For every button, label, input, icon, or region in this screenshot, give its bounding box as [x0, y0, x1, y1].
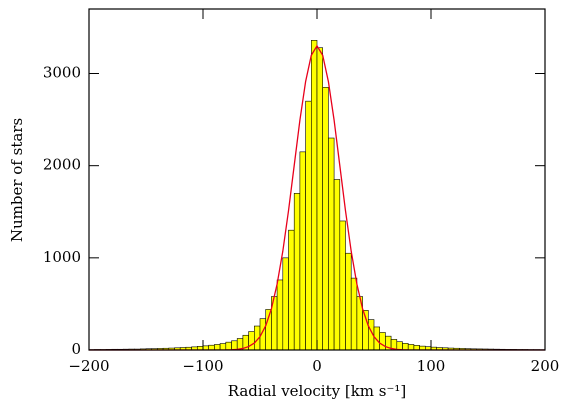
bar — [276, 279, 284, 351]
bar — [379, 332, 386, 351]
x-tick-label: 0 — [312, 357, 322, 375]
bar — [402, 343, 409, 351]
bar — [322, 87, 329, 351]
bar — [339, 220, 346, 351]
bar — [316, 47, 323, 351]
bar — [345, 252, 352, 351]
y-tick-label: 1000 — [43, 248, 81, 266]
bar — [350, 277, 358, 351]
bar — [225, 341, 232, 351]
bar — [328, 137, 335, 351]
y-axis-label: Number of stars — [8, 118, 26, 242]
bar — [310, 40, 318, 351]
x-tick-label: −100 — [182, 357, 223, 375]
x-axis-label: Radial velocity [km s⁻¹] — [228, 382, 407, 400]
y-tick-label: 3000 — [43, 64, 81, 82]
bar — [219, 343, 227, 351]
bar — [288, 229, 295, 351]
x-tick-label: 200 — [531, 357, 560, 375]
x-tick-label: −200 — [68, 357, 109, 375]
y-tick-label: 0 — [71, 340, 81, 358]
bar — [214, 344, 221, 351]
bar — [293, 193, 301, 351]
bar — [407, 344, 415, 351]
y-tick-label: 2000 — [43, 156, 81, 174]
fit-curve — [88, 44, 546, 351]
bar — [333, 179, 341, 351]
bar — [396, 341, 403, 351]
bar — [305, 100, 312, 351]
bar — [231, 340, 238, 351]
bar — [248, 331, 255, 351]
bar — [282, 257, 289, 351]
bar — [299, 151, 306, 351]
x-tick-label: 100 — [417, 357, 446, 375]
